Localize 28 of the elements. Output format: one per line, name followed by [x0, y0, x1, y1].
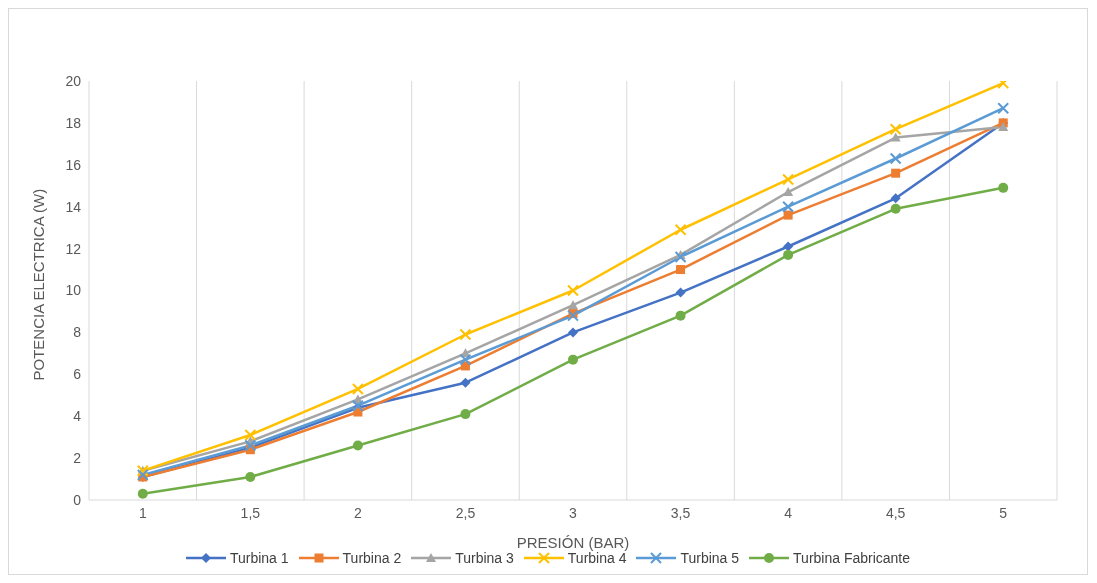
y-tick-label: 4 [73, 408, 82, 425]
x-tick-label: 3 [569, 504, 578, 521]
y-tick-label: 6 [73, 366, 82, 383]
legend-label: Turbina 2 [341, 550, 402, 566]
legend-label: Turbina 4 [566, 550, 627, 566]
y-tick-label: 12 [65, 240, 82, 257]
y-tick-label: 8 [73, 324, 82, 341]
x-tick-label: 4 [784, 504, 793, 521]
y-tick-label: 18 [65, 114, 82, 131]
x-axis-title: PRESIÓN (BAR) [516, 534, 630, 551]
y-tick-label: 0 [73, 491, 82, 508]
x-tick-label: 3,5 [670, 504, 691, 521]
y-tick-label: 20 [65, 72, 82, 89]
y-tick-label: 10 [65, 282, 82, 299]
y-tick-label: 16 [65, 156, 82, 173]
legend-label: Turbina 1 [228, 550, 289, 566]
x-tick-label: 1,5 [240, 504, 261, 521]
legend-label: Turbina 3 [454, 550, 514, 566]
legend-label: Turbina 5 [679, 550, 740, 566]
y-tick-label: 14 [65, 198, 82, 215]
x-tick-label: 2 [353, 504, 362, 521]
x-tick-label: 1 [138, 504, 147, 521]
y-tick-label: 2 [73, 450, 82, 467]
legend-label: Turbina Fabricante [792, 550, 911, 566]
x-tick-label: 2,5 [455, 504, 476, 521]
x-tick-label: 5 [999, 504, 1008, 521]
y-axis-title: POTENCIA ELECTRICA (W) [30, 188, 48, 381]
x-tick-label: 4,5 [885, 504, 906, 521]
